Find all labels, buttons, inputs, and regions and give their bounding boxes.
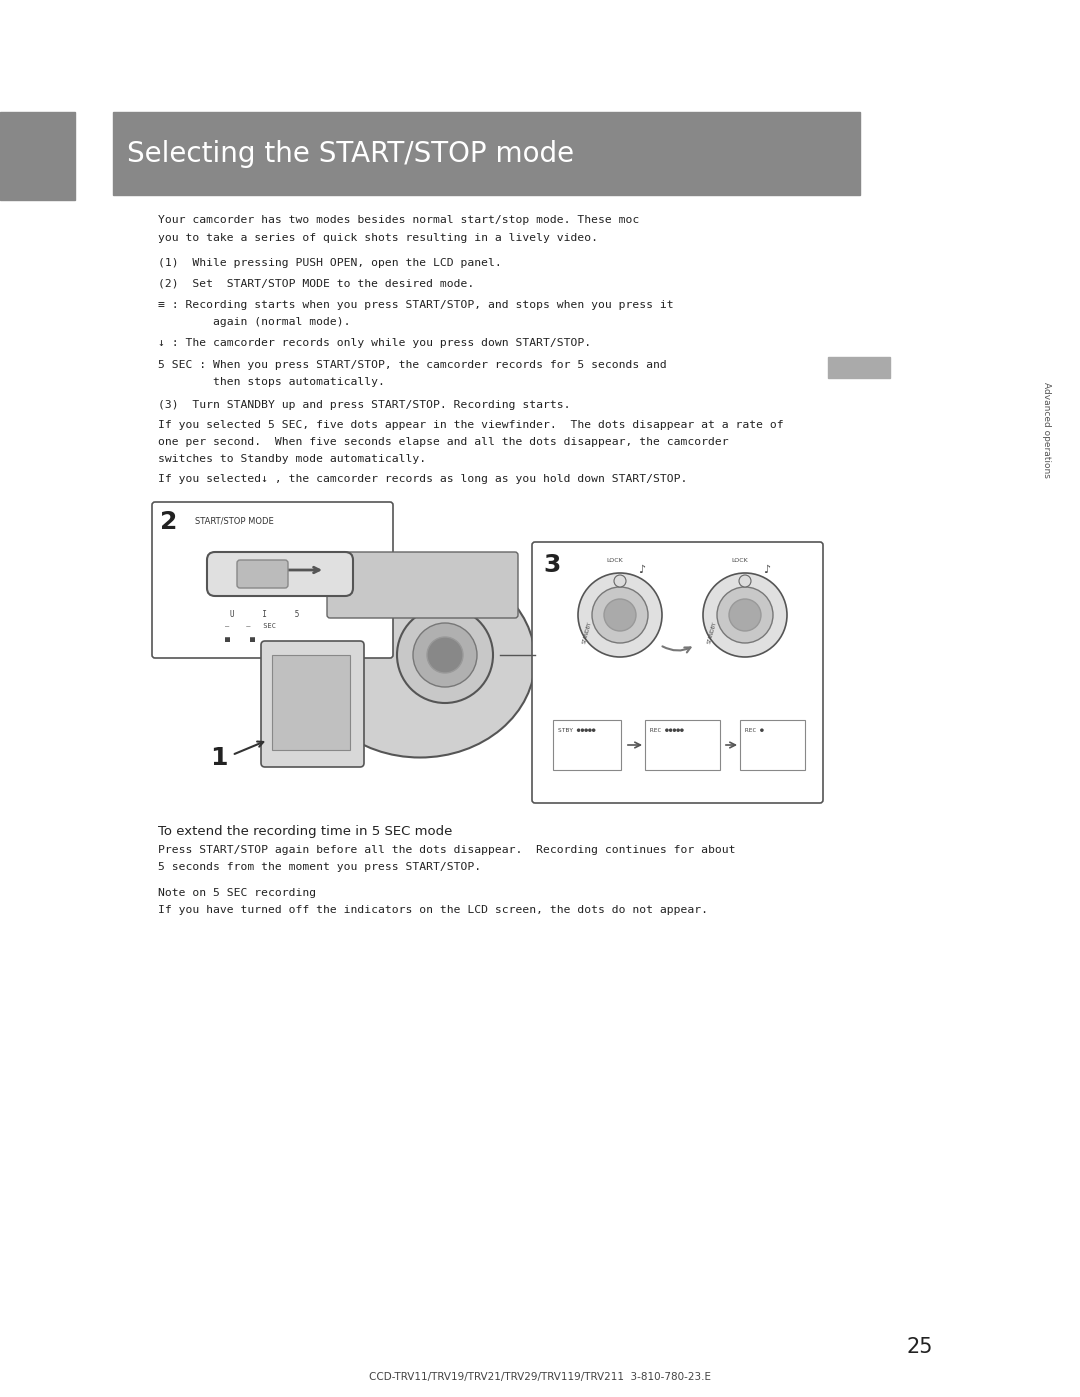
Circle shape: [703, 573, 787, 657]
Text: Advanced operations: Advanced operations: [1042, 381, 1052, 478]
Circle shape: [592, 587, 648, 643]
Text: To extend the recording time in 5 SEC mode: To extend the recording time in 5 SEC mo…: [158, 826, 453, 838]
Text: Press START/STOP again before all the dots disappear.  Recording continues for a: Press START/STOP again before all the do…: [158, 845, 735, 855]
Text: CCD-TRV11/TRV19/TRV21/TRV29/TRV119/TRV211  3-810-780-23.E: CCD-TRV11/TRV19/TRV21/TRV29/TRV119/TRV21…: [369, 1372, 711, 1382]
Text: U      I      5: U I 5: [230, 610, 299, 619]
Text: STANDBY: STANDBY: [582, 622, 593, 644]
Text: 2: 2: [160, 510, 177, 534]
Bar: [828, 358, 890, 379]
Text: Selecting the START/STOP mode: Selecting the START/STOP mode: [127, 140, 575, 168]
Text: REC ●: REC ●: [745, 728, 764, 733]
Text: (1)  While pressing PUSH OPEN, open the LCD panel.: (1) While pressing PUSH OPEN, open the L…: [158, 258, 502, 268]
Text: 3: 3: [543, 553, 561, 577]
Text: If you selected 5 SEC, five dots appear in the viewfinder.  The dots disappear a: If you selected 5 SEC, five dots appear …: [158, 420, 784, 430]
Text: STBY ●●●●●: STBY ●●●●●: [558, 728, 595, 733]
Text: ■    ■: ■ ■: [225, 636, 255, 644]
FancyBboxPatch shape: [152, 502, 393, 658]
Text: (2)  Set  START/STOP MODE to the desired mode.: (2) Set START/STOP MODE to the desired m…: [158, 278, 474, 288]
Circle shape: [729, 599, 761, 631]
Text: you to take a series of quick shots resulting in a lively video.: you to take a series of quick shots resu…: [158, 233, 598, 243]
Bar: [645, 719, 720, 770]
Bar: [272, 655, 350, 750]
Text: If you selected↓ , the camcorder records as long as you hold down START/STOP.: If you selected↓ , the camcorder records…: [158, 474, 687, 483]
Circle shape: [717, 587, 773, 643]
Text: REC ●●●●●: REC ●●●●●: [650, 728, 684, 733]
FancyBboxPatch shape: [261, 641, 364, 767]
Text: ♪: ♪: [764, 564, 770, 576]
Text: LOCK: LOCK: [731, 557, 748, 563]
Text: then stops automatically.: then stops automatically.: [158, 377, 384, 387]
Bar: [553, 719, 621, 770]
Text: LOCK: LOCK: [607, 557, 623, 563]
Text: 5 seconds from the moment you press START/STOP.: 5 seconds from the moment you press STAR…: [158, 862, 481, 872]
Text: ≡ : Recording starts when you press START/STOP, and stops when you press it: ≡ : Recording starts when you press STAR…: [158, 300, 674, 310]
Circle shape: [615, 576, 626, 587]
FancyBboxPatch shape: [327, 552, 518, 617]
Text: 25: 25: [907, 1337, 933, 1356]
Text: START/STOP MODE: START/STOP MODE: [195, 517, 273, 527]
Circle shape: [397, 608, 492, 703]
Text: ♪: ♪: [638, 564, 646, 576]
Text: Note on 5 SEC recording: Note on 5 SEC recording: [158, 888, 316, 898]
Text: 1: 1: [210, 746, 228, 770]
Text: (3)  Turn STANDBY up and press START/STOP. Recording starts.: (3) Turn STANDBY up and press START/STOP…: [158, 400, 570, 409]
Text: 5 SEC : When you press START/STOP, the camcorder records for 5 seconds and: 5 SEC : When you press START/STOP, the c…: [158, 360, 666, 370]
Text: again (normal mode).: again (normal mode).: [158, 317, 351, 327]
Text: ↓ : The camcorder records only while you press down START/STOP.: ↓ : The camcorder records only while you…: [158, 338, 591, 348]
Text: switches to Standby mode automatically.: switches to Standby mode automatically.: [158, 454, 427, 464]
Text: If you have turned off the indicators on the LCD screen, the dots do not appear.: If you have turned off the indicators on…: [158, 905, 708, 915]
FancyBboxPatch shape: [207, 552, 353, 597]
Circle shape: [739, 576, 751, 587]
Circle shape: [604, 599, 636, 631]
FancyBboxPatch shape: [237, 560, 288, 588]
Text: STANDBY: STANDBY: [707, 622, 718, 644]
Bar: [113, 112, 860, 196]
Circle shape: [427, 637, 463, 673]
Bar: [740, 719, 805, 770]
Ellipse shape: [305, 563, 535, 757]
Circle shape: [413, 623, 477, 687]
Text: one per second.  When five seconds elapse and all the dots disappear, the camcor: one per second. When five seconds elapse…: [158, 437, 729, 447]
FancyBboxPatch shape: [532, 542, 823, 803]
Circle shape: [578, 573, 662, 657]
Text: Your camcorder has two modes besides normal start/stop mode. These moc: Your camcorder has two modes besides nor…: [158, 215, 639, 225]
Text: —    —   SEC: — — SEC: [225, 623, 276, 629]
Bar: [0, 112, 75, 200]
